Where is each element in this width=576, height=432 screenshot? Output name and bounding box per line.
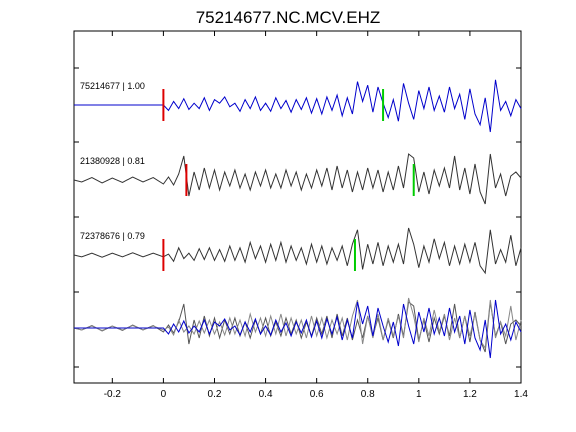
x-tick-label: 1	[416, 389, 422, 400]
x-tick-label: 0.8	[361, 389, 375, 400]
trace-label: 75214677 | 1.00	[80, 81, 145, 91]
trace-label: 72378676 | 0.79	[80, 231, 145, 241]
overlay-trace-3	[73, 297, 522, 350]
x-tick-label: 0.4	[259, 389, 273, 400]
plot-frame	[73, 30, 522, 384]
x-tick-label: 1.2	[463, 389, 477, 400]
overlay-stack	[73, 297, 522, 359]
trace-1: 75214677 | 1.00	[74, 79, 522, 133]
x-tick-label: 1.4	[514, 389, 528, 400]
x-axis: -0.2 0 0.2 0.4 0.6 0.8 1 1.2 1.4	[104, 31, 528, 400]
x-tick-label: 0.2	[208, 389, 222, 400]
chart-title: 75214677.NC.MCV.EHZ	[195, 8, 381, 27]
x-tick-label: 0	[161, 389, 167, 400]
y-ticks	[74, 67, 521, 368]
trace-line	[74, 79, 522, 133]
trace-label: 21380928 | 0.81	[80, 156, 145, 166]
x-tick-label: 0.6	[310, 389, 324, 400]
trace-3: 72378676 | 0.79	[73, 227, 522, 275]
x-tick-label: -0.2	[104, 389, 122, 400]
trace-line	[73, 227, 522, 275]
overlay-trace-1	[74, 299, 522, 359]
traces: 75214677 | 1.00 21380928 | 0.81 72378676 |…	[73, 79, 522, 275]
trace-2: 21380928 | 0.81	[73, 153, 522, 205]
trace-line	[73, 153, 522, 205]
